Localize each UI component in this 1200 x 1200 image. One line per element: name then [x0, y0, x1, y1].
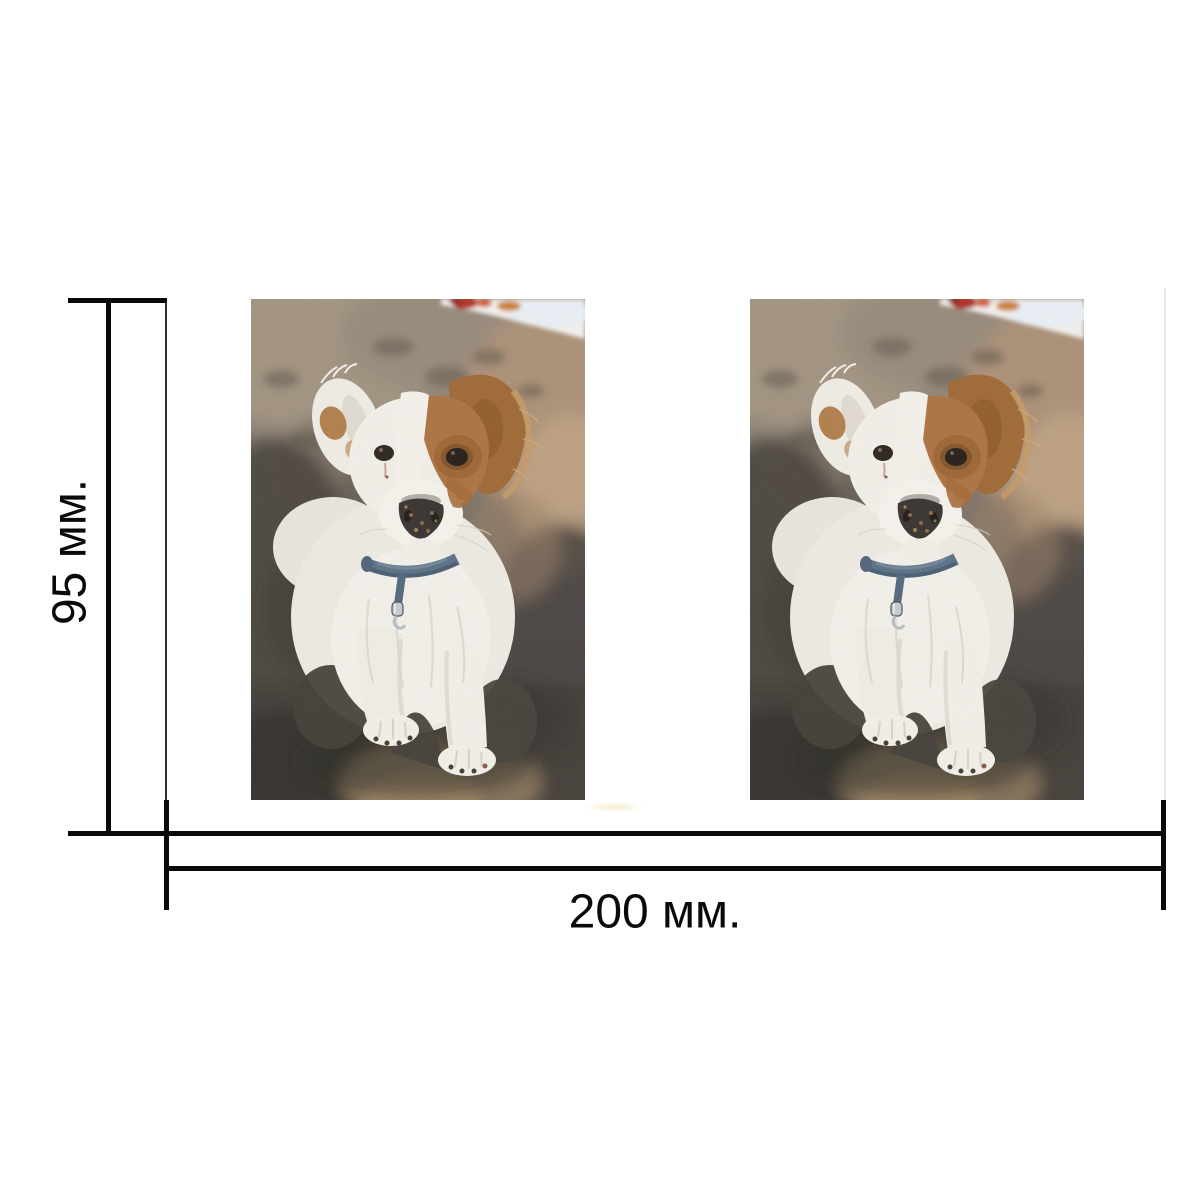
- photo-dog-right: [750, 299, 1084, 800]
- vertical-dimension-line: [106, 298, 111, 836]
- print-artifact-smudge: [584, 802, 644, 812]
- height-dimension-label: 95 мм.: [43, 478, 97, 626]
- sheet-bottom-line: [68, 831, 1166, 836]
- sheet-left-edge: [165, 300, 167, 800]
- horizontal-dimension-line: [164, 866, 1166, 871]
- horizontal-dimension-left-tick: [164, 800, 169, 910]
- photo-dog-left: [251, 299, 585, 800]
- sheet-right-edge: [1164, 288, 1166, 800]
- vertical-dimension-top-tick: [68, 298, 167, 303]
- width-dimension-label: 200 мм.: [568, 885, 742, 939]
- horizontal-dimension-right-tick: [1161, 800, 1166, 910]
